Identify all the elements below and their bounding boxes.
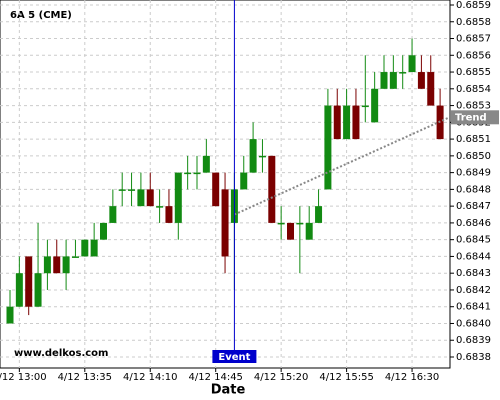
y-tick-label: 0.6841 — [456, 302, 491, 313]
candle-body — [184, 172, 192, 175]
candle-body — [427, 72, 435, 106]
x-tick-label: 4/12 13:35 — [58, 372, 112, 383]
y-tick-label: 0.6842 — [456, 285, 491, 296]
candle-body — [258, 155, 266, 158]
y-tick-label: 0.6849 — [456, 168, 491, 179]
y-tick-label: 0.6843 — [456, 268, 491, 279]
candle-body — [371, 88, 379, 123]
y-tick-label: 0.6855 — [456, 67, 491, 78]
y-tick-label: 0.6848 — [456, 184, 491, 195]
y-tick-label: 0.6844 — [456, 251, 491, 262]
candle-body — [417, 72, 425, 89]
y-tick-label: 0.6845 — [456, 235, 491, 246]
x-tick-label: 4/12 15:20 — [254, 372, 308, 383]
candle-body — [25, 256, 33, 307]
candle-body — [81, 239, 89, 257]
y-tick-label: 0.6856 — [456, 50, 491, 61]
y-tick-label: 0.6854 — [456, 84, 491, 95]
x-tick-label: 4/12 14:10 — [123, 372, 177, 383]
candle-body — [71, 256, 79, 258]
candle-body — [221, 189, 229, 257]
candle-body — [15, 273, 23, 307]
candle-body — [128, 189, 136, 191]
candle-body — [315, 206, 323, 223]
event-tag — [212, 350, 257, 363]
candle-body — [100, 222, 107, 240]
candle-body — [277, 222, 285, 225]
y-tick-label: 0.6853 — [456, 101, 491, 112]
candle-body — [333, 105, 341, 140]
event-label: Event — [218, 352, 250, 363]
candle-body — [90, 239, 98, 257]
candle-body — [324, 105, 332, 190]
x-axis-title: Date — [211, 383, 246, 398]
candle-body — [34, 273, 42, 307]
candle-body — [165, 206, 173, 223]
y-tick-label: 0.6859 — [456, 0, 491, 11]
candle-body — [352, 105, 360, 140]
candle-body — [6, 306, 14, 324]
candle-body — [53, 256, 61, 274]
candle-body — [109, 206, 117, 223]
x-tick-label: 4/12 16:30 — [385, 372, 439, 383]
candle-body — [305, 222, 313, 240]
trend-label: Trend — [455, 112, 487, 123]
x-tick-label: 4/12 13:00 — [0, 372, 47, 383]
y-tick-label: 0.6857 — [456, 34, 491, 45]
candle-body — [193, 172, 201, 175]
x-tick-label: 4/12 14:45 — [188, 372, 242, 383]
candle-body — [174, 172, 182, 223]
y-tick-label: 0.6838 — [456, 352, 491, 363]
candle-body — [249, 139, 257, 173]
candle-body — [380, 72, 388, 89]
chart-title: 6A 5 (CME) — [10, 10, 72, 21]
candle-body — [399, 72, 407, 74]
y-tick-label: 0.6839 — [456, 335, 491, 346]
candle-body — [296, 222, 304, 225]
candle-body — [62, 256, 70, 274]
candle-body — [202, 155, 210, 173]
candle-body — [361, 105, 369, 108]
x-tick-label: 4/12 15:55 — [319, 372, 373, 383]
candle-body — [212, 172, 220, 207]
y-tick-label: 0.6846 — [456, 218, 491, 229]
candle-body — [408, 55, 416, 73]
y-tick-label: 0.6851 — [456, 134, 491, 145]
candle-body — [343, 105, 351, 140]
y-tick-label: 0.6858 — [456, 17, 491, 28]
candle-body — [118, 189, 126, 191]
candle-body — [240, 172, 248, 190]
candle-body — [43, 256, 51, 274]
candle-body — [137, 189, 145, 207]
candle-body — [146, 189, 154, 207]
trend-tag — [451, 110, 499, 125]
watermark: www.delkos.com — [14, 348, 108, 359]
candle-body — [389, 72, 397, 89]
candle-body — [268, 155, 276, 223]
candle-body — [287, 222, 294, 240]
y-tick-label: 0.6840 — [456, 318, 491, 329]
y-tick-label: 0.6847 — [456, 201, 491, 212]
y-tick-label: 0.6850 — [456, 151, 491, 162]
candle-body — [156, 206, 164, 208]
trend-line — [233, 116, 450, 216]
